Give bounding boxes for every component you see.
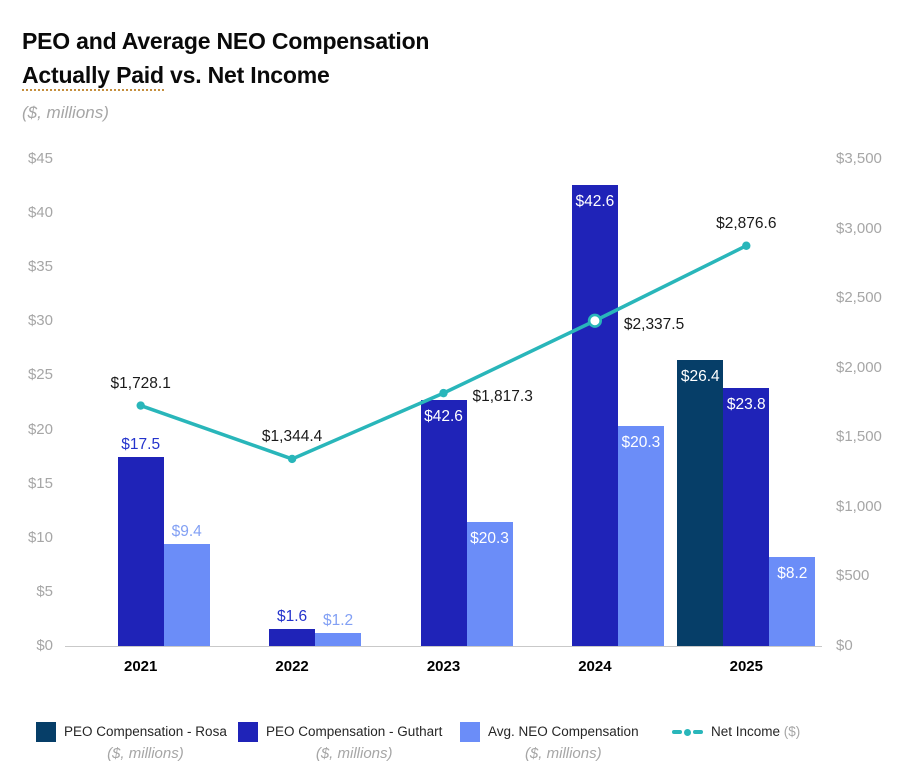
title-line-2-rest: vs. Net Income xyxy=(163,62,330,88)
net-income-line-icon xyxy=(672,722,703,742)
bar-label-avg-neo-compensation-2023: $20.3 xyxy=(470,529,509,547)
x-axis-label-2022: 2022 xyxy=(275,658,309,675)
net-income-marker-2021 xyxy=(136,401,145,410)
net-income-label-2023: $1,817.3 xyxy=(472,388,533,406)
y-axis-tick-left: $30 xyxy=(27,312,53,330)
legend-item-avg-neo: Avg. NEO Compensation ($, millions) xyxy=(460,722,639,762)
y-axis-tick-right: $500 xyxy=(836,567,870,585)
net-income-marker-2022 xyxy=(287,454,297,464)
y-axis-tick-left: $10 xyxy=(27,528,53,546)
bar-avg-neo-compensation-2022 xyxy=(315,633,362,646)
bar-label-peo-compensation-rosa-2025: $26.4 xyxy=(680,368,720,386)
legend-label-peo-rosa: PEO Compensation - Rosa xyxy=(64,724,227,739)
legend-item-peo-rosa: PEO Compensation - Rosa ($, millions) xyxy=(36,722,227,762)
legend-label-net-income: Net Income ($) xyxy=(711,724,801,739)
chart-title: PEO and Average NEO Compensation Actually… xyxy=(22,24,429,92)
net-income-marker-2025 xyxy=(742,241,751,250)
chart-subtitle: ($, millions) xyxy=(22,103,109,122)
net-income-label-2025: $2,876.6 xyxy=(716,214,777,232)
net-income-label-2022: $1,344.4 xyxy=(261,427,323,445)
legend-sublabel-peo-guthart: ($, millions) xyxy=(315,745,393,762)
y-axis-tick-left: $35 xyxy=(27,258,53,276)
legend: PEO Compensation - Rosa ($, millions) PE… xyxy=(0,716,907,774)
x-axis-line xyxy=(65,646,822,647)
y-axis-tick-right: $2,000 xyxy=(836,358,882,376)
y-axis-tick-left: $5 xyxy=(36,582,53,600)
x-axis-label-2021: 2021 xyxy=(124,658,158,675)
y-axis-tick-left: $40 xyxy=(27,204,53,222)
y-axis-tick-left: $20 xyxy=(27,420,53,438)
bar-label-avg-neo-compensation-2021: $9.4 xyxy=(171,523,202,541)
bar-label-avg-neo-compensation-2022: $1.2 xyxy=(323,612,354,629)
y-axis-tick-left: $25 xyxy=(27,366,53,384)
bar-avg-neo-compensation-2021 xyxy=(163,544,210,646)
net-income-label-2024: $2,337.5 xyxy=(623,315,685,333)
legend-swatch-peo-rosa xyxy=(36,722,56,742)
bar-peo-compensation-guthart-2025 xyxy=(723,388,770,646)
y-axis-tick-left: $45 xyxy=(27,150,53,167)
y-axis-tick-right: $2,500 xyxy=(836,289,882,307)
y-axis-tick-right: $3,000 xyxy=(836,219,882,237)
x-axis-label-2023: 2023 xyxy=(426,658,461,675)
legend-item-peo-guthart: PEO Compensation - Guthart ($, millions) xyxy=(238,722,442,762)
bar-label-peo-compensation-guthart-2022: $1.6 xyxy=(277,607,308,625)
bar-peo-compensation-rosa-2025 xyxy=(677,360,724,646)
title-line-1: PEO and Average NEO Compensation xyxy=(22,28,430,54)
y-axis-tick-right: $1,500 xyxy=(836,428,882,446)
net-income-marker-2023 xyxy=(439,388,448,398)
legend-sublabel-peo-rosa: ($, millions) xyxy=(107,745,184,762)
x-axis-label-2024: 2024 xyxy=(578,658,612,675)
bar-peo-compensation-guthart-2024 xyxy=(571,184,618,646)
net-income-label-2021: $1,728.1 xyxy=(110,374,171,392)
bar-label-avg-neo-compensation-2024: $20.3 xyxy=(621,434,661,452)
bar-label-peo-compensation-guthart-2023: $42.6 xyxy=(424,408,463,426)
bar-label-peo-compensation-guthart-2021: $17.5 xyxy=(121,435,161,453)
legend-swatch-peo-guthart xyxy=(238,722,258,742)
bar-peo-compensation-guthart-2021 xyxy=(117,456,164,646)
y-axis-tick-right: $0 xyxy=(836,637,853,654)
bar-peo-compensation-guthart-2023 xyxy=(420,400,467,646)
bar-peo-compensation-guthart-2022 xyxy=(269,628,316,646)
legend-label-peo-guthart: PEO Compensation - Guthart xyxy=(266,724,443,739)
legend-net-income-unit: ($) xyxy=(783,724,801,739)
y-axis-tick-left: $15 xyxy=(27,474,53,492)
bar-label-peo-compensation-guthart-2024: $42.6 xyxy=(575,192,615,210)
bar-avg-neo-compensation-2025 xyxy=(769,557,816,646)
bar-avg-neo-compensation-2024 xyxy=(617,426,664,646)
bar-label-peo-compensation-guthart-2025: $23.8 xyxy=(726,396,766,414)
y-axis-tick-left: $0 xyxy=(36,637,53,654)
legend-item-net-income: Net Income ($) xyxy=(672,722,800,742)
bar-avg-neo-compensation-2023 xyxy=(466,521,513,646)
bar-label-avg-neo-compensation-2025: $8.2 xyxy=(777,565,808,583)
legend-swatch-avg-neo xyxy=(460,722,480,742)
title-underlined-phrase: Actually Paid xyxy=(22,62,164,91)
y-axis-tick-right: $1,000 xyxy=(836,497,882,515)
x-axis-label-2025: 2025 xyxy=(729,658,763,675)
y-axis-tick-right: $3,500 xyxy=(836,150,882,167)
legend-label-avg-neo: Avg. NEO Compensation xyxy=(488,724,639,739)
legend-sublabel-avg-neo: ($, millions) xyxy=(524,745,602,762)
